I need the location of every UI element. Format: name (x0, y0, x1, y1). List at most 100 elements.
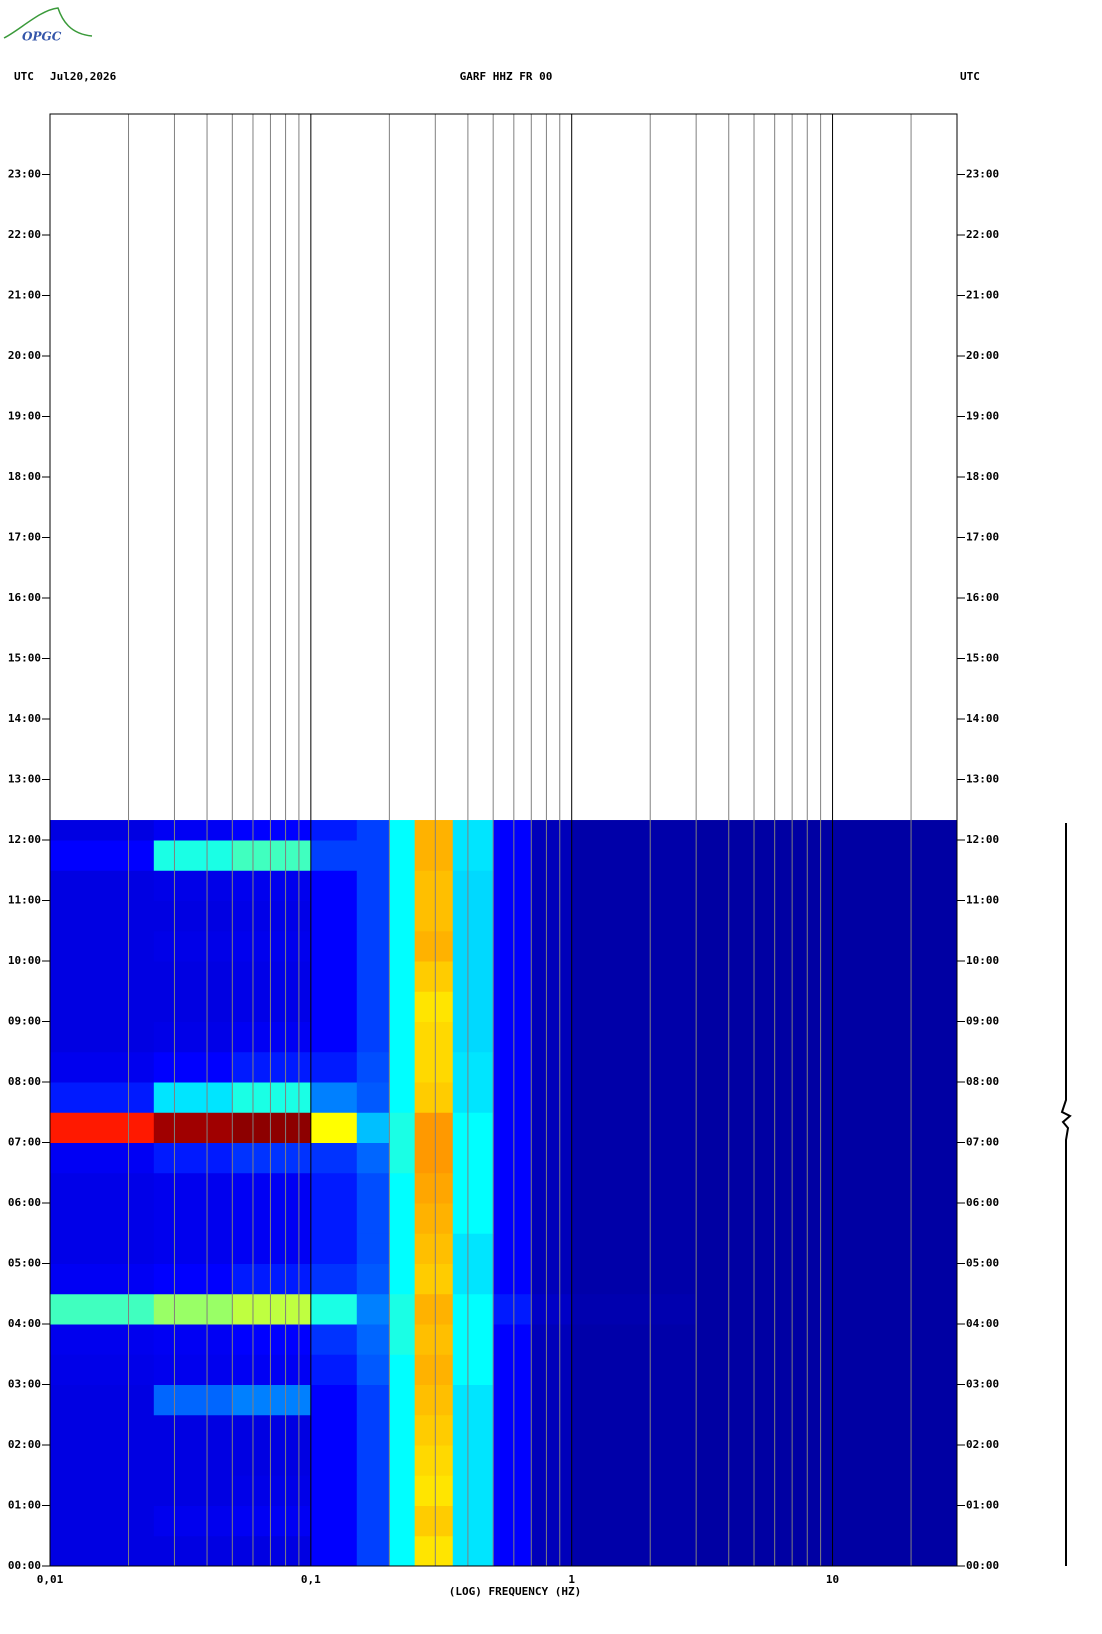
cell (696, 1505, 958, 1537)
y-tick-label: 11:00 (8, 894, 41, 907)
cell (531, 991, 573, 1022)
cell (696, 1021, 958, 1053)
cell (696, 1082, 958, 1113)
y-tick-label: 21:00 (966, 289, 999, 302)
cell (310, 1475, 358, 1506)
cell (389, 991, 416, 1022)
cell (153, 900, 233, 932)
y-tick-label: 07:00 (966, 1136, 999, 1149)
cell (531, 930, 573, 962)
cell (232, 1505, 312, 1537)
cell (493, 900, 532, 932)
cell (414, 1293, 454, 1325)
cell (356, 1203, 390, 1234)
cell (356, 930, 390, 962)
cell (310, 1445, 358, 1476)
cell (50, 1505, 155, 1537)
cell (232, 900, 312, 932)
cell (50, 1324, 155, 1355)
cell (389, 1263, 416, 1295)
cell (696, 1354, 958, 1385)
cell (571, 1142, 697, 1174)
cell (389, 1233, 416, 1264)
cell (389, 1445, 416, 1476)
cell (414, 991, 454, 1022)
cell (452, 1112, 494, 1143)
cell (356, 900, 390, 932)
y-tick-label: 04:00 (8, 1317, 41, 1330)
cell (50, 1112, 155, 1143)
cell (232, 1324, 312, 1355)
y-tick-label: 03:00 (966, 1378, 999, 1391)
cell (356, 1172, 390, 1204)
cell (153, 1172, 233, 1204)
y-tick-label: 20:00 (966, 349, 999, 362)
cell (452, 1324, 494, 1355)
cell (696, 870, 958, 901)
y-tick-label: 17:00 (966, 531, 999, 544)
cell (493, 991, 532, 1022)
cell (232, 820, 312, 841)
cell (153, 1505, 233, 1537)
y-tick-label: 14:00 (966, 712, 999, 725)
cell (493, 1354, 532, 1385)
cell (571, 1293, 697, 1325)
cell (232, 930, 312, 962)
logo: OPGC (22, 30, 62, 44)
cell (493, 1233, 532, 1264)
y-tick-label: 07:00 (8, 1136, 41, 1149)
cell (414, 930, 454, 962)
cell (389, 820, 416, 841)
cell (310, 1293, 358, 1325)
cell (452, 961, 494, 992)
cell (531, 1354, 573, 1385)
cell (232, 1203, 312, 1234)
cell (452, 1051, 494, 1083)
cell (696, 1172, 958, 1204)
cell (414, 1475, 454, 1506)
y-tick-label: 18:00 (8, 470, 41, 483)
cell (571, 1475, 697, 1506)
cell (153, 1112, 233, 1143)
cell (389, 1414, 416, 1446)
cell (493, 1082, 532, 1113)
cell (153, 991, 233, 1022)
y-tick-label: 11:00 (966, 894, 999, 907)
cell (571, 1445, 697, 1476)
cell (414, 820, 454, 841)
y-tick-label: 04:00 (966, 1317, 999, 1330)
cell (452, 1082, 494, 1113)
cell (493, 1535, 532, 1567)
y-tick-label: 09:00 (8, 1015, 41, 1028)
logo-curve (3, 7, 93, 39)
cell (310, 900, 358, 932)
cell (571, 1414, 697, 1446)
cell (493, 1142, 532, 1174)
cell (414, 1203, 454, 1234)
y-tick-label: 08:00 (8, 1075, 41, 1088)
cell (232, 991, 312, 1022)
cell (493, 870, 532, 901)
cell (414, 1445, 454, 1476)
y-tick-label: 21:00 (8, 289, 41, 302)
cell (356, 1021, 390, 1053)
cell (356, 1384, 390, 1416)
cell (452, 1293, 494, 1325)
cell (696, 930, 958, 962)
cell (414, 1233, 454, 1264)
cell (232, 1354, 312, 1385)
cell (531, 1445, 573, 1476)
y-tick-label: 22:00 (966, 228, 999, 241)
cell (414, 1505, 454, 1537)
cell (493, 1051, 532, 1083)
y-tick-label: 13:00 (8, 773, 41, 786)
cell (50, 1535, 155, 1567)
cell (389, 1082, 416, 1113)
cell (232, 1414, 312, 1446)
cell (571, 1021, 697, 1053)
cell (232, 1233, 312, 1264)
cell (571, 1324, 697, 1355)
cell (356, 1051, 390, 1083)
cell (531, 1203, 573, 1234)
cell (389, 1112, 416, 1143)
